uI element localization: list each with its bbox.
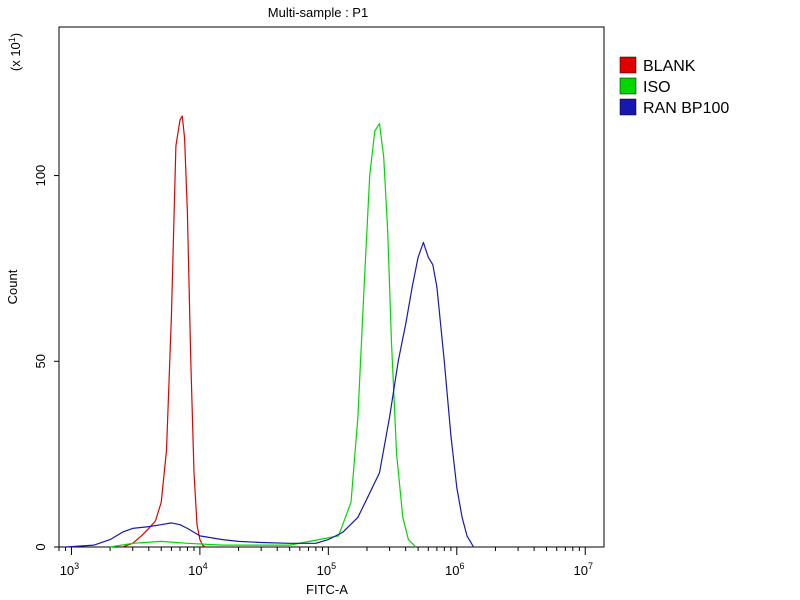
y-tick-label: 100 [33,165,48,187]
x-tick-exp: 3 [74,561,79,571]
x-tick-exp: 7 [588,561,593,571]
series-line-iso [110,122,417,548]
y-axis-ticks: 0 50 100 [33,165,59,551]
series-lines [65,115,475,548]
x-axis-ticks: 103 104 105 106 107 [58,547,593,578]
x-tick-exp: 5 [331,561,336,571]
x-tick-label: 105 [317,561,336,578]
legend-swatch [619,98,637,116]
y-tick-label: 50 [33,354,48,368]
x-tick-base: 10 [445,563,459,578]
x-axis-label: FITC-A [306,582,348,597]
y-multiplier-open: (x 10 [8,42,23,71]
legend-swatch [619,77,637,95]
plot-frame [58,26,605,548]
series-line-ran-bp100 [65,241,475,548]
x-tick-base: 10 [317,563,331,578]
x-tick-label: 104 [188,561,207,578]
legend-label: RAN BP100 [643,100,729,117]
x-tick-base: 10 [188,563,202,578]
chart-title: Multi-sample : P1 [268,5,368,20]
legend-label: BLANK [643,58,696,75]
series-line-blank [122,115,206,548]
y-multiplier-exp: 1 [7,37,17,42]
legend-label: ISO [643,79,671,96]
legend: BLANK ISO RAN BP100 [619,56,729,117]
x-tick-exp: 4 [203,561,208,571]
x-tick-exp: 6 [460,561,465,571]
y-multiplier-close: ) [8,33,23,37]
x-tick-base: 10 [60,563,74,578]
y-axis-multiplier: (x 101) [7,33,23,71]
y-axis-label: Count [5,269,20,304]
legend-swatch [619,56,637,74]
y-tick-label: 0 [33,543,48,550]
x-tick-label: 107 [573,561,592,578]
x-tick-label: 103 [60,561,79,578]
x-tick-base: 10 [573,563,587,578]
x-tick-label: 106 [445,561,464,578]
